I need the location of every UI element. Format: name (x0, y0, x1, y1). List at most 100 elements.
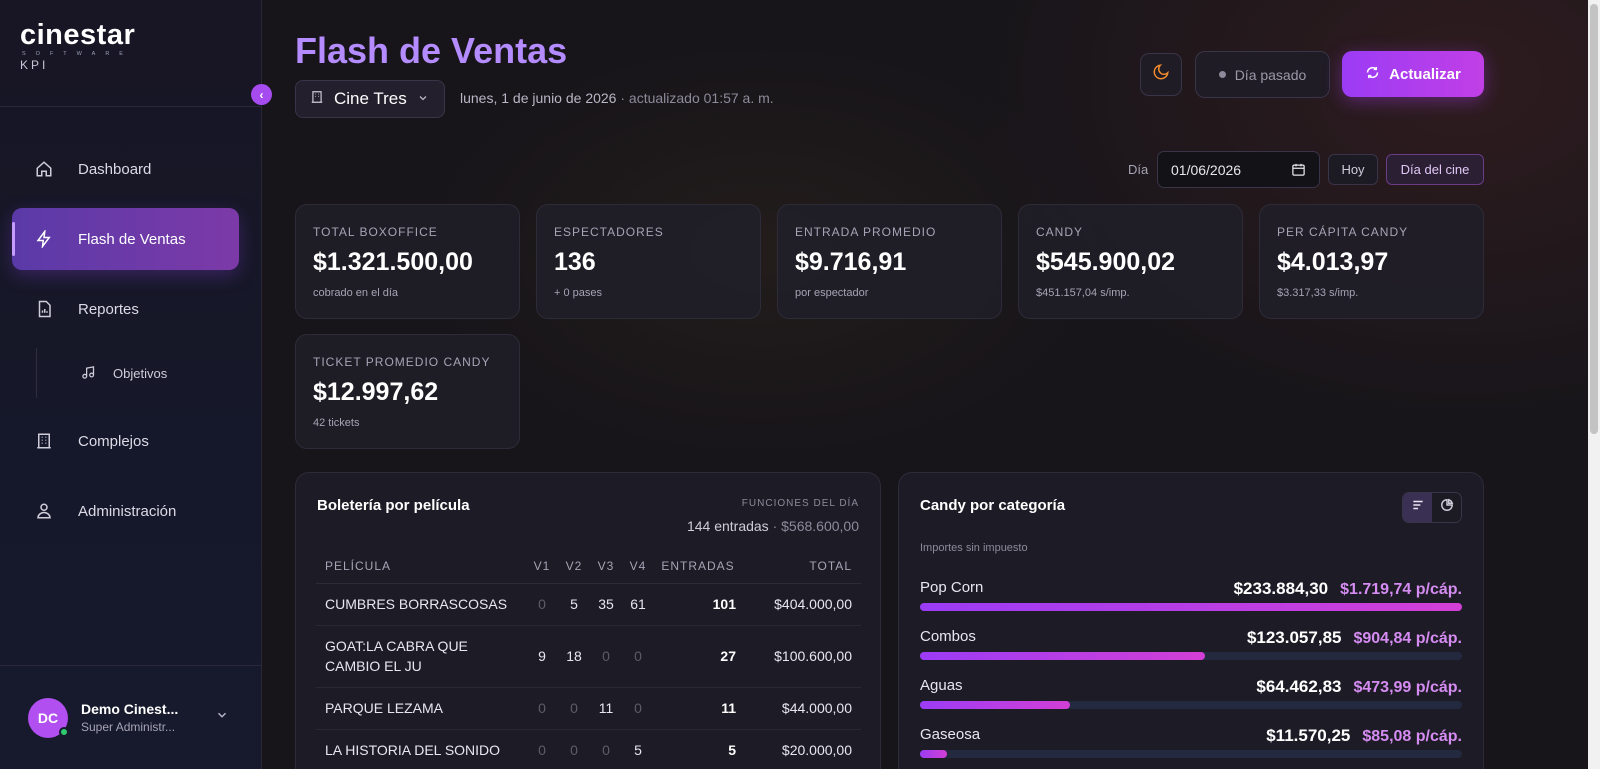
candy-category-row: Gaseosa $11.570,25 $85,08 p/cáp. (920, 726, 1462, 769)
cinema-select[interactable]: Cine Tres (295, 80, 445, 118)
sidebar-item-label: Objetivos (113, 365, 168, 381)
category-bar-track (920, 701, 1462, 709)
logo: cinestar SOFTWARE KPI (20, 20, 135, 72)
category-bar-track (920, 652, 1462, 660)
v4-cell: 5 (622, 729, 654, 769)
table-row[interactable]: GOAT:LA CABRA QUE CAMBIO EL JU 9 18 0 0 … (316, 625, 861, 688)
column-header[interactable]: ENTRADAS (654, 549, 742, 584)
refresh-button[interactable]: Actualizar (1342, 51, 1484, 97)
category-amount: $123.057,85 (1246, 628, 1342, 647)
bar-view-button[interactable] (1403, 493, 1432, 522)
kpi-value: $545.900,02 (1036, 248, 1176, 276)
v1-cell: 0 (526, 583, 558, 626)
v3-cell: 35 (590, 583, 622, 626)
calendar-icon[interactable] (1291, 162, 1306, 180)
v4-cell: 61 (622, 583, 654, 626)
header-date: lunes, 1 de junio de 2026 · actualizado … (460, 90, 774, 106)
category-name: Pop Corn (920, 579, 984, 596)
kpi-value: $4.013,97 (1277, 248, 1389, 276)
kpi-per-capita-candy: PER CÁPITA CANDY $4.013,97 $3.317,33 s/i… (1259, 204, 1484, 319)
column-header[interactable]: V4 (622, 549, 654, 584)
boleteria-table: PELÍCULA V1 V2 V3 V4 ENTRADAS TOTAL CUMB… (316, 549, 861, 769)
candy-note: Importes sin impuesto (920, 542, 1028, 554)
total-cell: $44.000,00 (742, 687, 861, 730)
theme-toggle-button[interactable] (1140, 53, 1182, 96)
boleteria-title: Boletería por película (317, 497, 470, 514)
v3-cell: 11 (590, 687, 622, 730)
page-scrollbar-thumb[interactable] (1590, 4, 1598, 434)
music-note-icon (81, 365, 97, 381)
total-cell: $20.000,00 (742, 729, 861, 769)
film-title: PARQUE LEZAMA (316, 687, 526, 730)
sidebar-item-flash-de-ventas[interactable]: Flash de Ventas (12, 208, 239, 270)
column-header[interactable]: V2 (558, 549, 590, 584)
collapse-sidebar-button[interactable]: ‹ (251, 84, 272, 105)
candy-title: Candy por categoría (920, 497, 1066, 514)
sidebar-item-label: Dashboard (78, 160, 152, 178)
sidebar-item-objetivos[interactable]: Objetivos (36, 348, 239, 398)
entradas-cell: 5 (654, 729, 742, 769)
kpi-label: ENTRADA PROMEDIO (795, 225, 937, 239)
v3-cell: 0 (590, 625, 622, 688)
kpi-value: $12.997,62 (313, 378, 439, 406)
chevron-down-icon[interactable] (215, 708, 229, 727)
date-field[interactable]: 01/06/2026 (1157, 151, 1320, 188)
kpi-sub: 42 tickets (313, 417, 360, 429)
user-info: Demo Cinest... Super Administr... (81, 701, 201, 734)
dia-pasado-button[interactable]: Día pasado (1195, 51, 1330, 98)
kpi-label: CANDY (1036, 225, 1084, 239)
column-header[interactable]: TOTAL (742, 549, 861, 584)
header-date-text: lunes, 1 de junio de 2026 (460, 90, 617, 106)
sidebar-item-complejos[interactable]: Complejos (12, 410, 239, 472)
bars-icon (1411, 498, 1425, 517)
v1-cell: 0 (526, 729, 558, 769)
column-header[interactable]: V3 (590, 549, 622, 584)
day-label: Día (1128, 162, 1149, 177)
table-row[interactable]: PARQUE LEZAMA 0 0 11 0 11 $44.000,00 (316, 687, 861, 730)
sidebar-item-label: Reportes (78, 300, 139, 318)
sidebar-item-label: Flash de Ventas (78, 230, 186, 248)
kpi-sub: $451.157,04 s/imp. (1036, 287, 1130, 299)
candy-panel: Candy por categoría Importes sin impuest… (898, 472, 1484, 769)
kpi-ticket-promedio-candy: TICKET PROMEDIO CANDY $12.997,62 42 tick… (295, 334, 520, 449)
user-menu[interactable]: DC Demo Cinest... Super Administr... (0, 665, 261, 769)
table-row[interactable]: LA HISTORIA DEL SONIDO 0 0 0 5 5 $20.000… (316, 729, 861, 769)
table-row[interactable]: CUMBRES BORRASCOSAS 0 5 35 61 101 $404.0… (316, 583, 861, 626)
v4-cell: 0 (622, 687, 654, 730)
category-amount: $64.462,83 (1256, 677, 1342, 696)
kpi-label: TICKET PROMEDIO CANDY (313, 355, 491, 369)
dia-del-cine-button[interactable]: Día del cine (1386, 154, 1484, 185)
film-title: LA HISTORIA DEL SONIDO (316, 729, 526, 769)
avatar: DC (28, 697, 69, 738)
kpi-value: 136 (554, 248, 596, 276)
category-bar-fill (920, 652, 1206, 660)
column-header[interactable]: PELÍCULA (316, 549, 526, 584)
category-per-capita: $473,99 p/cáp. (1353, 679, 1462, 696)
status-dot (1218, 71, 1226, 78)
column-header[interactable]: V1 (526, 549, 558, 584)
kpi-sub: cobrado en el día (313, 287, 399, 299)
sidebar-item-administracion[interactable]: Administración (12, 480, 239, 542)
candy-category-row: Combos $123.057,85 $904,84 p/cáp. (920, 628, 1462, 678)
kpi-candy: CANDY $545.900,02 $451.157,04 s/imp. (1018, 204, 1243, 319)
cinema-select-value: Cine Tres (334, 89, 407, 108)
page-scrollbar[interactable] (1588, 0, 1600, 769)
v3-cell: 0 (590, 729, 622, 769)
category-per-capita: $904,84 p/cáp. (1353, 630, 1462, 647)
category-values: $123.057,85 $904,84 p/cáp. (1247, 628, 1462, 648)
sidebar-item-dashboard[interactable]: Dashboard (12, 138, 239, 200)
v2-cell: 0 (558, 687, 590, 730)
table-header-row: PELÍCULA V1 V2 V3 V4 ENTRADAS TOTAL (316, 549, 861, 584)
moon-icon (1152, 63, 1170, 86)
sidebar-item-label: Complejos (78, 432, 149, 450)
refresh-icon (1365, 65, 1380, 84)
hoy-button[interactable]: Hoy (1328, 154, 1378, 185)
sidebar-item-label: Administración (78, 502, 177, 520)
refresh-label: Actualizar (1389, 65, 1461, 83)
boleteria-caption: FUNCIONES DEL DÍA (741, 498, 859, 509)
kpi-total-boxoffice: TOTAL BOXOFFICE $1.321.500,00 cobrado en… (295, 204, 520, 319)
pie-view-button[interactable] (1432, 493, 1461, 522)
avatar-initials: DC (37, 709, 59, 726)
sidebar-item-reportes[interactable]: Reportes (12, 278, 239, 340)
